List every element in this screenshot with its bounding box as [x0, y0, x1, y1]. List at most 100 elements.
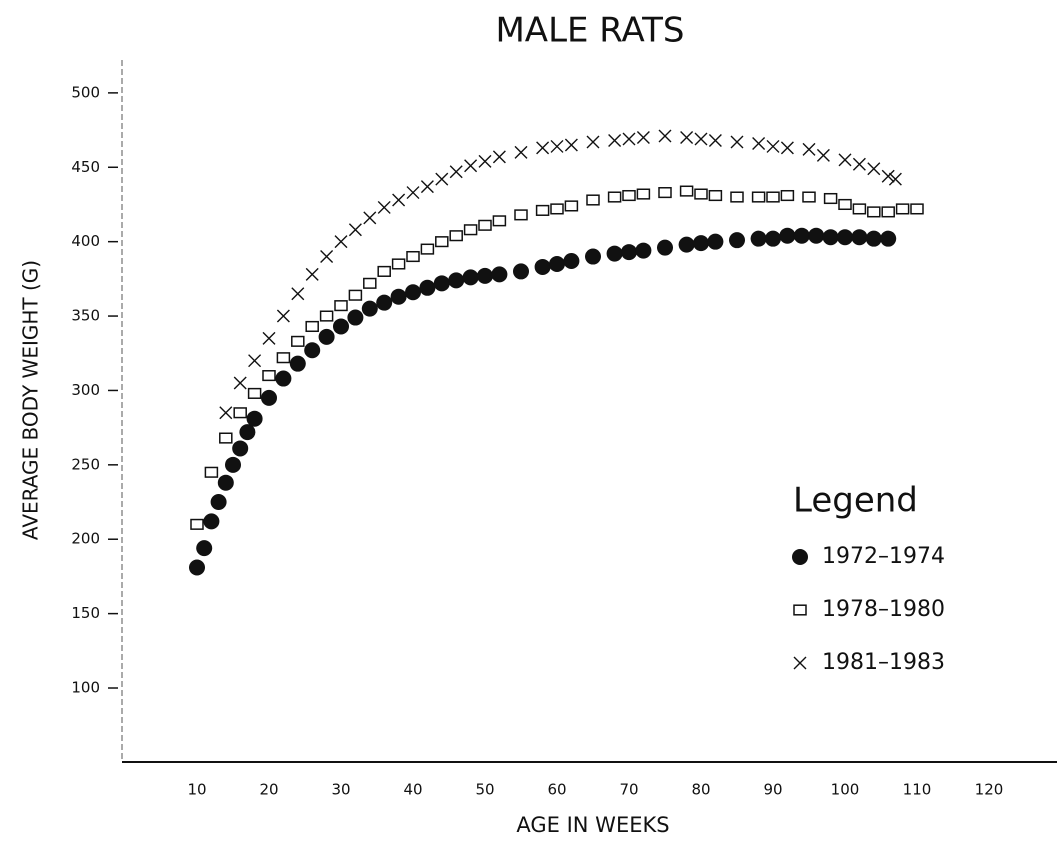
legend-label: 1978–1980 [822, 597, 945, 622]
point [608, 133, 622, 147]
point [348, 289, 363, 301]
point [622, 132, 636, 146]
point [679, 185, 694, 197]
point [729, 232, 745, 249]
x-tick-label: 60 [547, 781, 566, 799]
point [837, 229, 853, 246]
point [318, 328, 335, 345]
point [621, 244, 637, 261]
point [550, 203, 564, 215]
point [449, 230, 463, 242]
legend-label: 1981–1983 [822, 650, 945, 675]
point [246, 410, 263, 427]
point [462, 269, 479, 286]
point [247, 387, 262, 399]
x-tick-label: 30 [331, 781, 350, 799]
point [262, 331, 276, 345]
point [881, 169, 895, 183]
point [377, 200, 391, 214]
point [363, 211, 377, 225]
point [305, 267, 319, 281]
point [189, 559, 205, 576]
point [910, 203, 924, 215]
point [636, 188, 651, 200]
point [248, 354, 262, 368]
point [491, 266, 508, 283]
point [865, 230, 882, 247]
point [433, 275, 450, 292]
point [513, 263, 529, 280]
point [895, 203, 910, 215]
point [636, 131, 650, 145]
point [867, 206, 881, 218]
y-tick-label: 300 [71, 381, 100, 399]
y-tick-label: 500 [71, 83, 100, 101]
point [319, 310, 334, 322]
point [658, 187, 672, 199]
point [463, 224, 478, 236]
point [305, 320, 319, 333]
point [730, 135, 744, 149]
point [564, 138, 578, 152]
point [678, 236, 695, 253]
point [320, 250, 334, 264]
point [534, 258, 551, 275]
point [536, 141, 550, 155]
x-tick-label: 20 [259, 781, 278, 799]
point [766, 139, 780, 153]
point [219, 432, 233, 444]
point [204, 466, 219, 478]
point [449, 165, 463, 179]
x-tick-label: 110 [903, 781, 932, 799]
point [347, 309, 364, 326]
point [802, 142, 816, 156]
point [680, 131, 694, 145]
point [708, 189, 723, 202]
point [334, 300, 348, 312]
point [779, 227, 796, 244]
point [549, 255, 565, 272]
point [420, 243, 435, 255]
y-axis-label: AVERAGE BODY WEIGHT (G) [19, 260, 43, 540]
point [420, 180, 434, 194]
legend-title: Legend [793, 481, 918, 521]
point [478, 219, 492, 231]
point [203, 513, 220, 530]
point [657, 239, 673, 256]
x-tick-label: 70 [619, 781, 638, 799]
y-tick-label: 450 [71, 158, 100, 176]
point [823, 192, 838, 205]
point [802, 191, 816, 203]
point [390, 288, 407, 305]
point [376, 294, 393, 311]
point [392, 193, 406, 207]
point [563, 253, 580, 270]
point [793, 227, 810, 244]
point [291, 335, 305, 347]
point [361, 300, 378, 317]
x-tick-label: 50 [475, 781, 494, 799]
point [304, 342, 321, 359]
point [838, 198, 852, 211]
point [477, 267, 493, 284]
point [210, 494, 227, 511]
point [391, 258, 406, 270]
point [585, 248, 601, 265]
point [694, 132, 708, 146]
point [780, 141, 794, 155]
point [261, 389, 277, 406]
point [333, 318, 349, 335]
point [405, 284, 421, 301]
point [377, 265, 391, 277]
point [419, 279, 436, 296]
point [881, 206, 895, 218]
y-tick-label: 400 [71, 232, 100, 250]
point [232, 440, 249, 457]
point [514, 209, 528, 221]
point [693, 235, 709, 252]
point [291, 287, 305, 301]
point [606, 245, 623, 262]
point [435, 236, 449, 248]
point [262, 370, 276, 382]
point [464, 159, 478, 173]
